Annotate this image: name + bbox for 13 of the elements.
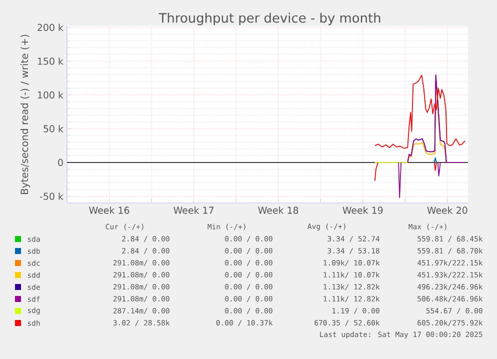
x-tick-label: Week 20 [427,206,468,214]
y-tick-label: 50 k [44,125,64,132]
y-tick-label: 200 k [38,24,64,32]
y-tick-label: -50 k [40,192,64,200]
chart-title: Throughput per device - by month [158,12,380,26]
x-tick-label: Week 18 [258,206,298,214]
y-axis-title: Bytes/second read (-) / write (+) [20,34,30,194]
x-tick-label: Week 17 [174,206,214,214]
x-tick-label: Week 16 [89,206,130,214]
y-tick-label: 100 k [38,91,64,99]
y-tick-label: 0 [58,158,63,166]
x-tick-label: Week 19 [342,206,383,214]
y-tick-label: 150 k [38,57,64,65]
